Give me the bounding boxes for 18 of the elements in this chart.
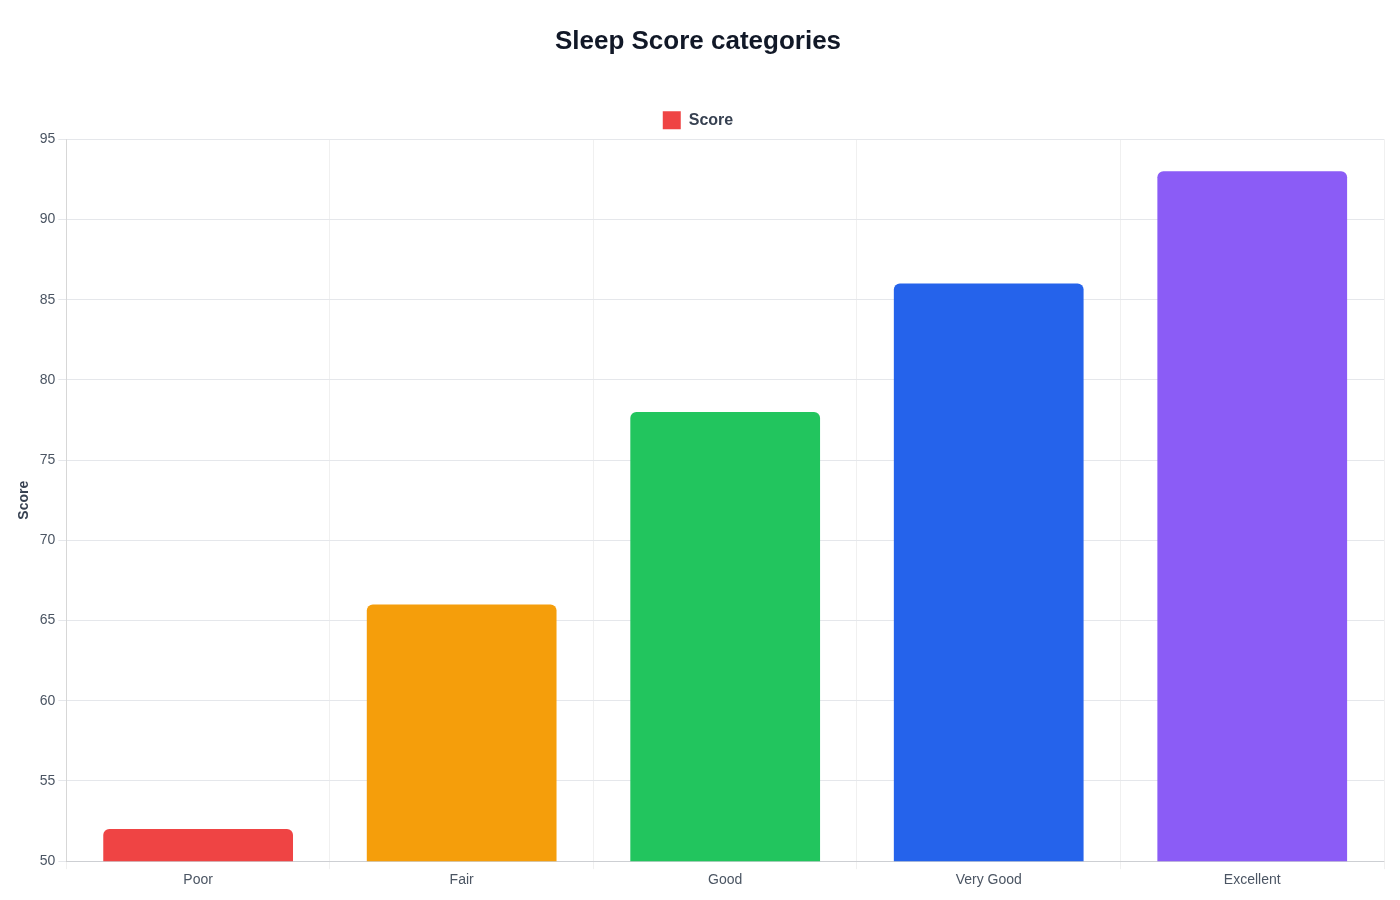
x-tick-label: Fair [449,871,475,888]
x-tick-label: Excellent [1223,871,1281,888]
y-tick-label: 55 [39,771,56,788]
y-tick-label: 70 [39,531,56,548]
legend-label: Score [688,110,734,128]
x-tick-label: Good [708,871,743,888]
y-tick-label: 50 [39,852,56,869]
y-tick-label: 65 [39,611,56,628]
y-tick-label: 85 [39,290,56,307]
y-tick-label: 95 [39,130,56,147]
x-tick-label: Very Good [955,871,1022,888]
chart-title: Sleep Score categories [554,24,842,55]
y-axis-title: Score [15,480,32,520]
x-tick-label: Poor [183,871,214,888]
y-tick-label: 80 [39,370,56,387]
y-tick-label: 75 [39,450,56,467]
y-tick-label: 60 [39,691,56,708]
y-tick-label: 90 [39,210,56,227]
